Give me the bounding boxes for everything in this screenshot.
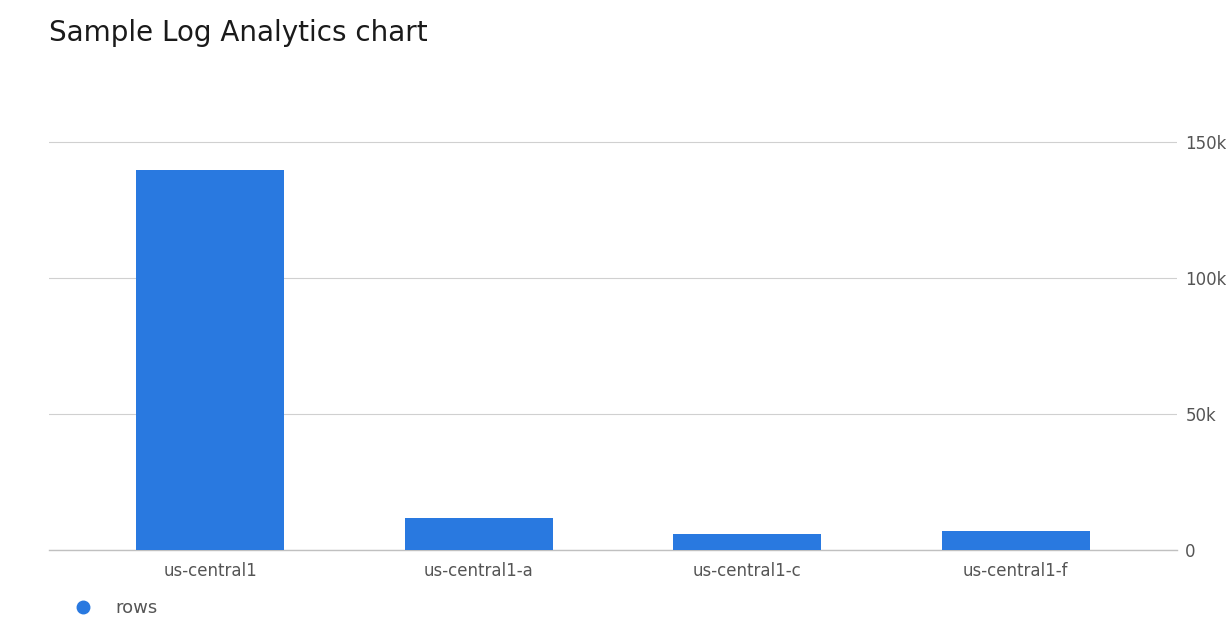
Bar: [942, 531, 1090, 550]
Bar: [136, 170, 284, 550]
Text: Sample Log Analytics chart: Sample Log Analytics chart: [49, 19, 428, 47]
Bar: [673, 534, 821, 550]
Legend: rows: rows: [58, 592, 166, 625]
Bar: [405, 518, 553, 550]
